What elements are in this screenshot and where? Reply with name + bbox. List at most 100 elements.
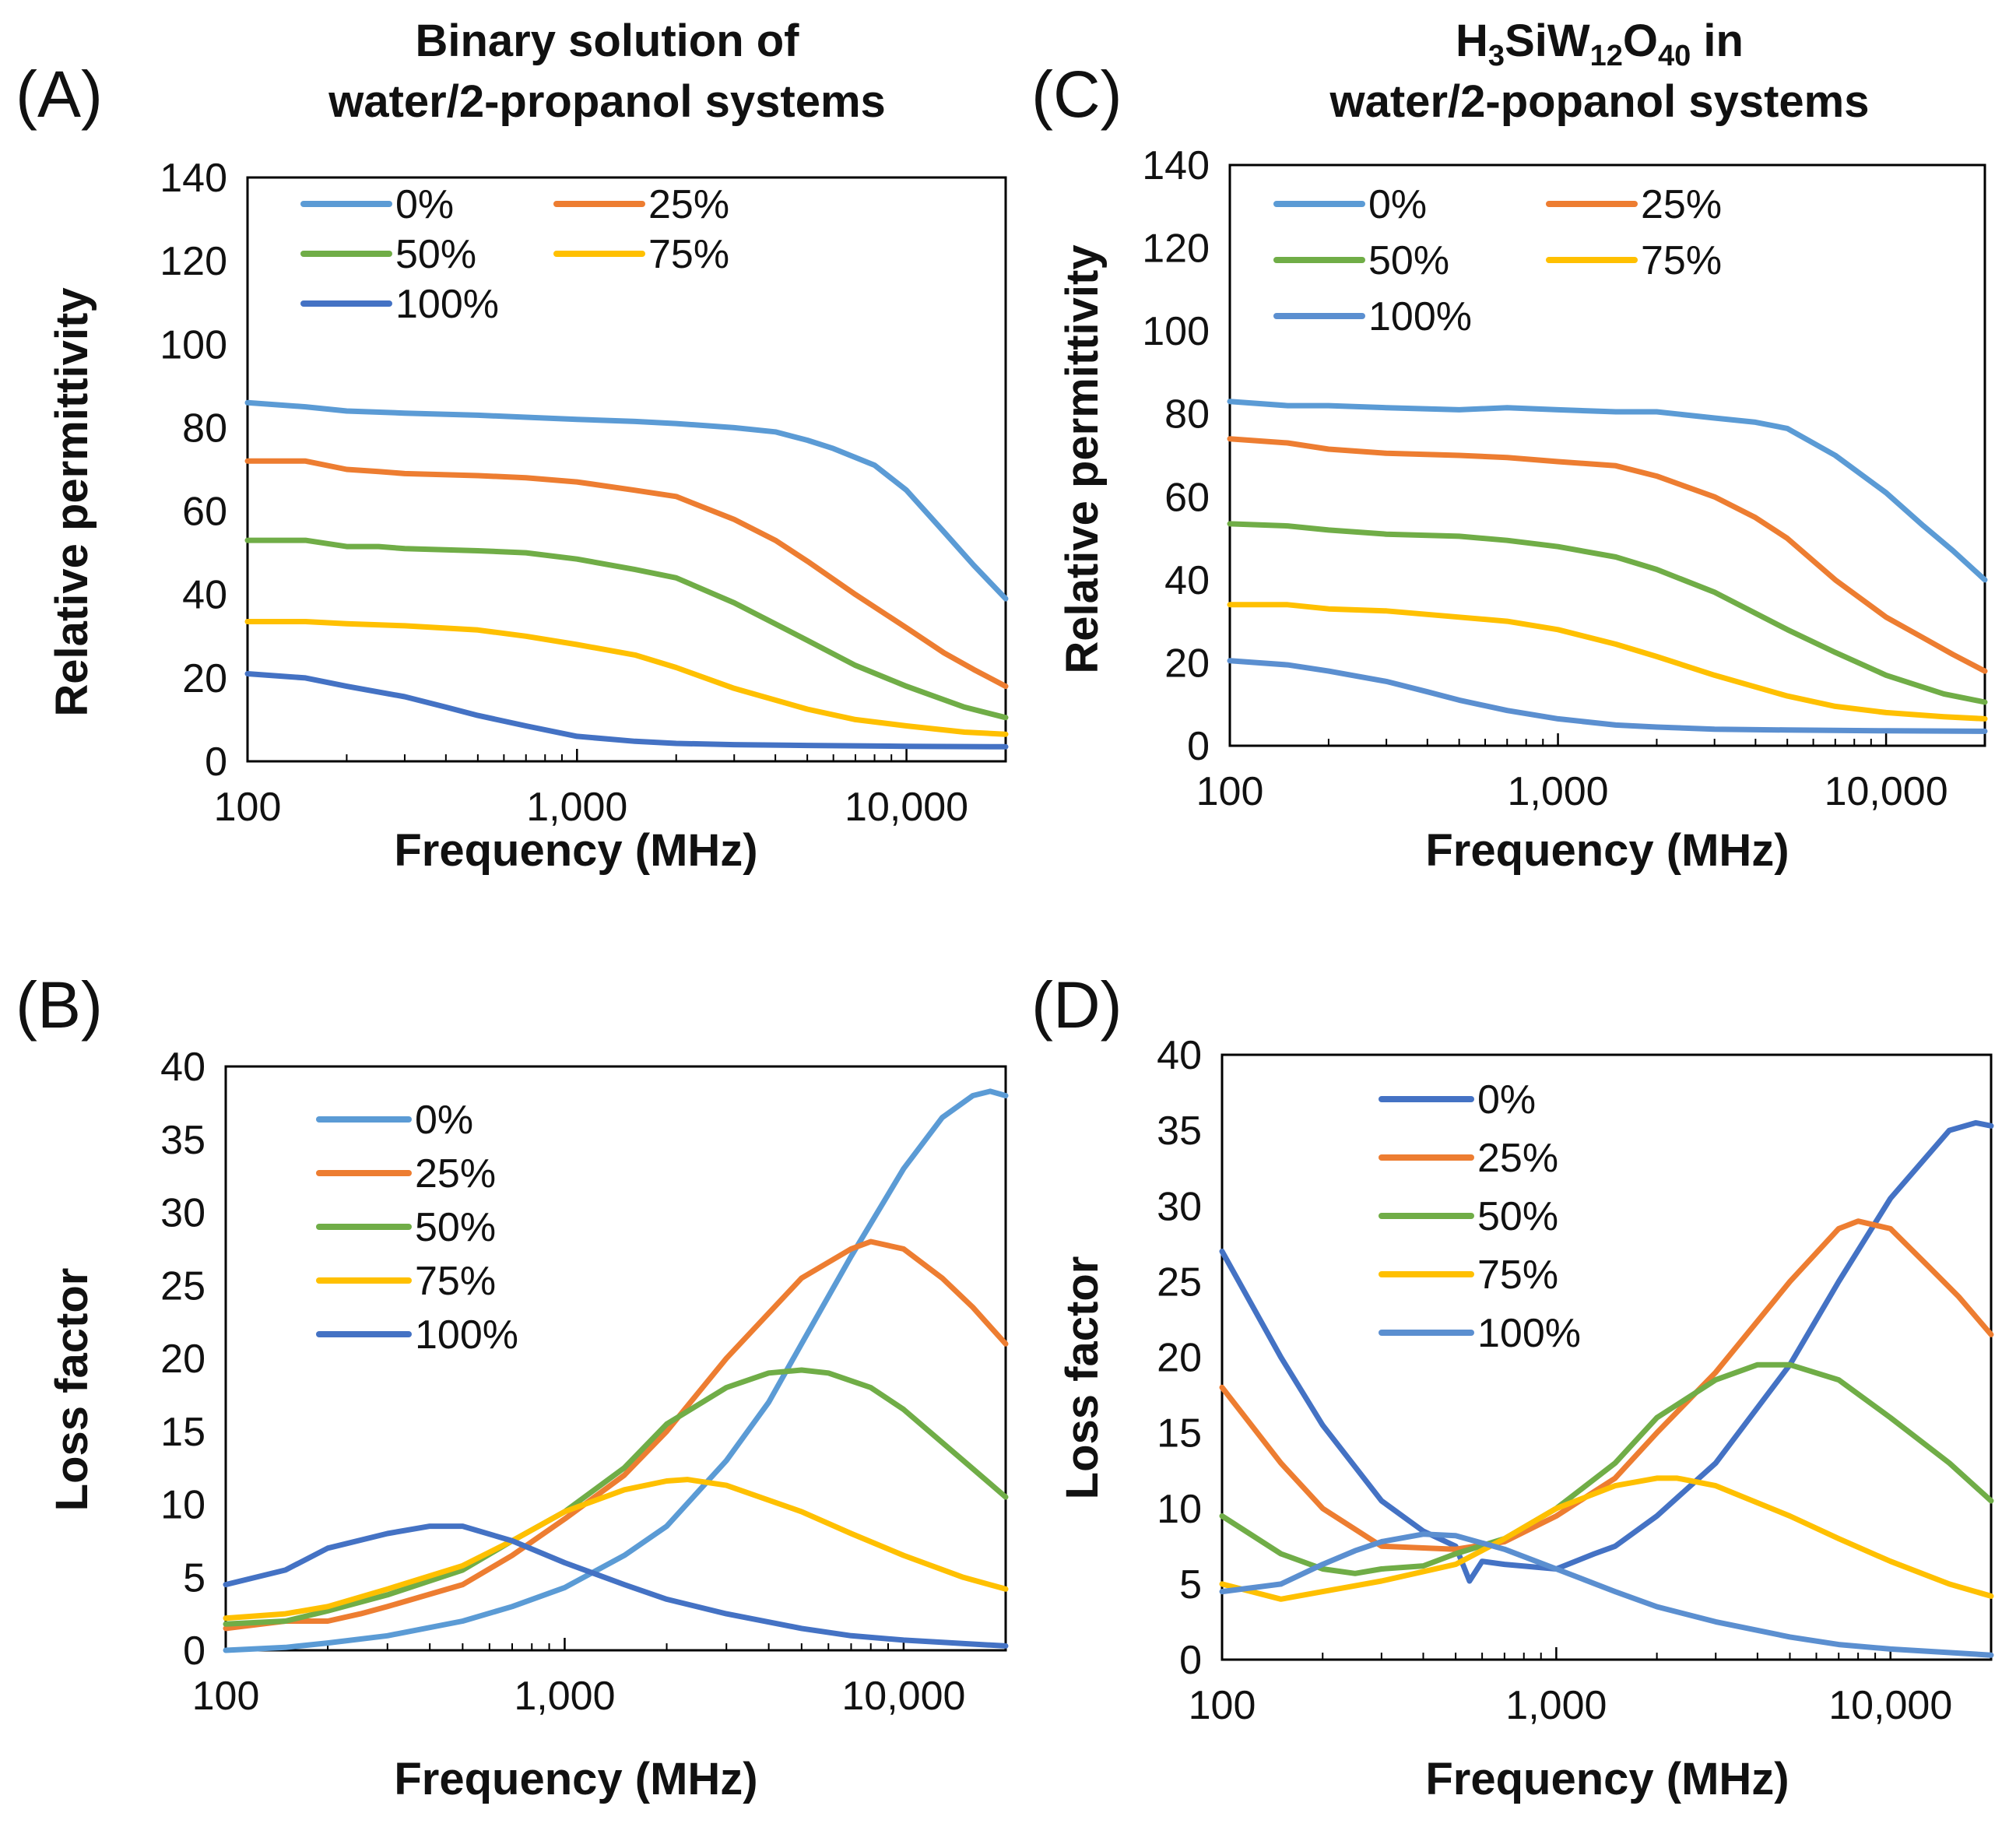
y-axis-title-b: Loss factor [47, 1268, 97, 1512]
legend-label-a-100pct: 100% [395, 282, 499, 327]
panel-b: (B) Loss factor Frequency (MHz) [16, 968, 758, 1804]
panel-label-a: (A) [16, 58, 103, 131]
y-tick-label-c: 40 [1164, 558, 1210, 603]
legend-label-c-50pct: 50% [1368, 238, 1449, 283]
y-tick-label-a: 140 [160, 156, 227, 201]
y-tick-label-b: 0 [183, 1628, 205, 1674]
series-line-b-50pct [223, 1367, 1009, 1627]
series-line-a-75pct [244, 619, 1009, 737]
y-axis-title-c: Relative permittivity [1057, 244, 1108, 673]
x-axis-title-d: Frequency (MHz) [1425, 1754, 1789, 1804]
x-tick-label-c: 100 [1196, 769, 1264, 814]
y-tick-label-d: 35 [1157, 1108, 1202, 1154]
x-tick-label-a: 10,000 [845, 785, 968, 830]
legend-label-d-100pct: 100% [1477, 1311, 1581, 1356]
plot-frame-b [224, 1065, 1007, 1652]
series-line-b-0pct [223, 1088, 1009, 1653]
y-tick-label-c: 0 [1187, 724, 1210, 769]
x-tick-label-c: 1,000 [1507, 769, 1608, 814]
y-tick-label-c: 80 [1164, 392, 1210, 437]
chart-title-a-line2: water/2-propanol systems [328, 76, 886, 127]
panel-a: (A) Binary solution of water/2-propanol … [16, 16, 886, 876]
series-line-d-25pct [1219, 1218, 1994, 1552]
series-line-a-0pct [244, 399, 1009, 602]
y-tick-label-d: 30 [1157, 1184, 1202, 1229]
plot-frame-a [246, 176, 1007, 763]
x-axis-title-a: Frequency (MHz) [394, 825, 757, 876]
series-line-d-0pct [1219, 1119, 1994, 1584]
y-tick-label-a: 80 [182, 406, 227, 451]
y-tick-label-a: 100 [160, 322, 227, 367]
legend-label-b-25pct: 25% [415, 1151, 496, 1196]
y-tick-label-a: 60 [182, 490, 227, 535]
x-tick-label-b: 10,000 [841, 1674, 965, 1719]
legend-label-a-50pct: 50% [395, 232, 476, 277]
series-line-b-25pct [223, 1238, 1009, 1632]
y-tick-label-d: 25 [1157, 1260, 1202, 1305]
legend-label-a-0pct: 0% [395, 182, 454, 227]
series-line-a-25pct [244, 458, 1009, 690]
y-tick-label-c: 60 [1164, 475, 1210, 520]
legend-label-b-100pct: 100% [415, 1312, 518, 1358]
chart-title-c-line2: water/2-popanol systems [1329, 76, 1870, 127]
y-tick-label-a: 20 [182, 656, 227, 701]
series-line-b-75pct [223, 1477, 1009, 1621]
series-line-d-100pct [1219, 1531, 1994, 1658]
y-tick-label-b: 40 [160, 1045, 205, 1090]
y-tick-label-c: 140 [1142, 143, 1210, 188]
y-tick-label-d: 40 [1157, 1033, 1202, 1078]
y-tick-label-b: 10 [160, 1483, 205, 1528]
chart-title-c-line1: H3SiW12O40 in [1456, 16, 1744, 72]
series-line-c-25pct [1227, 436, 1988, 674]
legend-label-b-50pct: 50% [415, 1205, 496, 1250]
y-axis-title-d: Loss factor [1057, 1256, 1108, 1500]
panel-c: (C) H3SiW12O40 in water/2-popanol system… [1031, 16, 1870, 876]
x-tick-label-d: 10,000 [1828, 1683, 1952, 1728]
y-tick-label-b: 30 [160, 1191, 205, 1236]
panel-label-b: (B) [16, 968, 103, 1042]
y-tick-label-d: 0 [1179, 1638, 1202, 1683]
series-line-c-0pct [1227, 399, 1988, 583]
y-tick-label-a: 0 [205, 740, 227, 785]
y-tick-label-a: 120 [160, 239, 227, 284]
x-tick-label-d: 100 [1189, 1683, 1256, 1728]
x-tick-label-a: 1,000 [526, 785, 627, 830]
legend-label-b-0pct: 0% [415, 1098, 473, 1143]
series-line-a-50pct [244, 537, 1009, 721]
y-tick-label-b: 35 [160, 1118, 205, 1163]
legend-label-c-0pct: 0% [1368, 182, 1427, 227]
y-tick-label-d: 5 [1179, 1562, 1202, 1607]
series-line-b-100pct [223, 1523, 1009, 1649]
series-line-c-75pct [1227, 602, 1988, 722]
legend-label-d-0pct: 0% [1477, 1077, 1536, 1123]
series-line-a-100pct [244, 671, 1009, 750]
legend-label-c-25pct: 25% [1641, 182, 1722, 227]
chart-title-a-line1: Binary solution of [416, 16, 800, 66]
y-tick-label-d: 10 [1157, 1487, 1202, 1532]
y-tick-label-c: 100 [1142, 309, 1210, 354]
x-axis-title-c: Frequency (MHz) [1425, 825, 1789, 876]
x-tick-label-b: 1,000 [514, 1674, 615, 1719]
x-tick-label-d: 1,000 [1505, 1683, 1607, 1728]
panel-label-d: (D) [1031, 968, 1122, 1042]
y-tick-label-b: 15 [160, 1410, 205, 1455]
y-tick-label-d: 20 [1157, 1336, 1202, 1381]
y-tick-label-c: 20 [1164, 641, 1210, 686]
legend-label-b-75pct: 75% [415, 1259, 496, 1304]
plot-frame-d [1220, 1053, 1993, 1661]
legend-label-a-25pct: 25% [648, 182, 729, 227]
y-axis-title-a: Relative permittivity [47, 287, 97, 716]
y-tick-label-b: 25 [160, 1263, 205, 1309]
legend-label-a-75pct: 75% [648, 232, 729, 277]
legend-label-d-75pct: 75% [1477, 1253, 1558, 1298]
x-tick-label-c: 10,000 [1825, 769, 1948, 814]
series-line-c-100pct [1227, 658, 1988, 734]
y-tick-label-b: 20 [160, 1337, 205, 1382]
legend-label-d-25pct: 25% [1477, 1136, 1558, 1181]
plot-frame-c [1228, 163, 1986, 747]
panel-label-c: (C) [1031, 58, 1122, 131]
y-tick-label-a: 40 [182, 573, 227, 618]
legend-label-c-75pct: 75% [1641, 238, 1722, 283]
